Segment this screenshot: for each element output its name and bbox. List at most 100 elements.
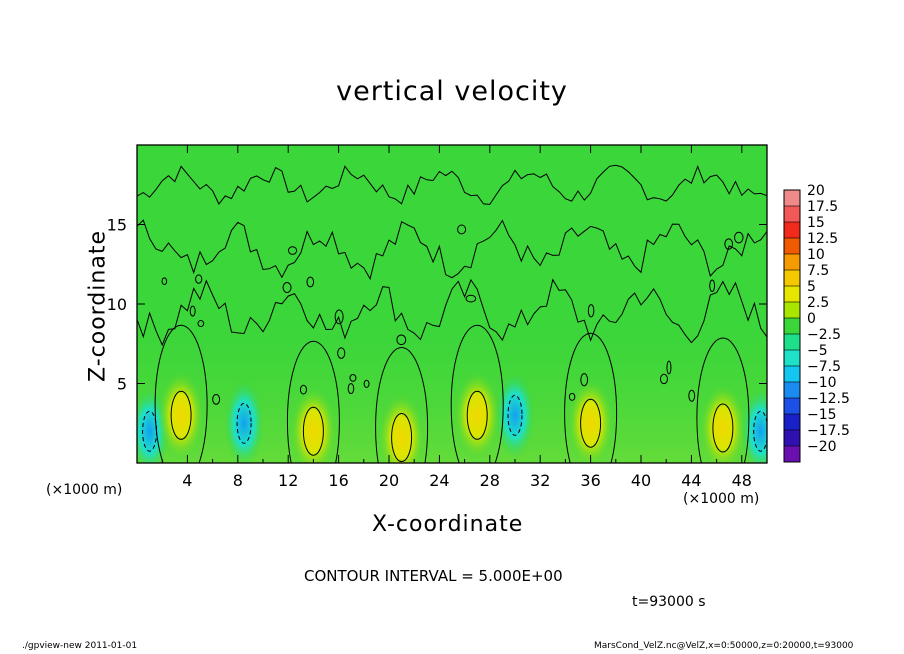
colorbar: 2017.51512.5107.552.50−2.5−5−7.5−10−12.5… <box>783 183 850 463</box>
colorbar-swatch <box>784 446 800 462</box>
x-tick-label: 4 <box>182 471 192 490</box>
small-contour <box>306 276 315 288</box>
colorbar-label: 15 <box>807 215 825 231</box>
colorbar-swatch <box>784 270 800 286</box>
small-contour <box>363 379 370 388</box>
small-contour <box>287 246 298 255</box>
x-unit-label-left: (×1000 m) <box>46 482 123 498</box>
updraft-contour <box>580 398 602 448</box>
x-tick-label: 20 <box>379 471 399 490</box>
updraft-contour <box>391 413 413 463</box>
updraft-contour <box>466 390 488 440</box>
x-tick-label: 48 <box>732 471 752 490</box>
colorbar-label: 10 <box>807 247 825 263</box>
colorbar-label: 7.5 <box>807 263 829 279</box>
colorbar-swatch <box>784 222 800 238</box>
updraft-contour <box>302 406 324 456</box>
small-contour <box>197 320 205 328</box>
small-contour <box>659 373 668 385</box>
small-contour <box>587 304 595 318</box>
colorbar-swatch <box>784 334 800 350</box>
colorbar-swatch <box>784 286 800 302</box>
zero-contour <box>286 340 340 463</box>
downdraft-contour <box>507 394 523 436</box>
colorbar-swatch <box>784 430 800 446</box>
colorbar-swatch <box>784 414 800 430</box>
x-tick-label: 36 <box>580 471 600 490</box>
y-tick-label: 5 <box>117 375 127 394</box>
colorbar-swatch <box>784 238 800 254</box>
small-contour <box>724 238 734 250</box>
contour-layer <box>137 164 767 463</box>
colorbar-label: 0 <box>807 311 816 327</box>
small-contour <box>212 394 221 405</box>
colorbar-label: −5 <box>807 343 828 359</box>
updraft-cell <box>453 369 502 462</box>
x-tick-label: 44 <box>681 471 701 490</box>
colorbar-label: −12.5 <box>807 391 850 407</box>
updraft-contour <box>170 390 192 440</box>
small-contour <box>396 334 407 346</box>
zero-contour-line <box>137 278 767 347</box>
small-contour <box>189 305 196 317</box>
x-tick-label: 40 <box>631 471 651 490</box>
x-tick-label: 32 <box>530 471 550 490</box>
downdraft-contour <box>142 410 158 452</box>
colorbar-swatch <box>784 318 800 334</box>
colorbar-swatch <box>784 350 800 366</box>
x-unit-label-right: (×1000 m) <box>683 491 760 507</box>
x-tick-label: 28 <box>480 471 500 490</box>
small-contour <box>282 282 292 293</box>
colorbar-swatch <box>784 254 800 270</box>
small-contour <box>161 277 168 286</box>
colorbar-label: −20 <box>807 439 837 455</box>
y-tick-label: 10 <box>107 295 127 314</box>
downdraft-contour <box>236 402 252 444</box>
colorbar-swatch <box>784 366 800 382</box>
zero-contour-line <box>137 219 767 281</box>
updraft-cell <box>698 382 747 463</box>
small-contour <box>465 294 477 303</box>
zero-contour-line <box>137 164 767 205</box>
updraft-cell <box>566 377 615 463</box>
small-contour <box>195 274 203 284</box>
downdraft-cell <box>495 371 535 460</box>
zero-contour <box>564 332 618 463</box>
small-contour <box>337 347 346 359</box>
colorbar-label: 20 <box>807 183 825 199</box>
small-contour <box>666 360 672 375</box>
colorbar-label: −10 <box>807 375 837 391</box>
small-contour <box>568 392 576 401</box>
plot-area <box>136 144 768 464</box>
colorbar-label: −17.5 <box>807 423 850 439</box>
small-contour <box>349 373 357 382</box>
colorbar-swatch <box>784 206 800 222</box>
time-label: t=93000 s <box>632 594 706 610</box>
contour-interval-text: CONTOUR INTERVAL = 5.000E+00 <box>304 567 563 585</box>
zero-contour <box>154 324 208 463</box>
updraft-cell <box>157 369 206 462</box>
downdraft-contour <box>753 410 767 452</box>
y-tick-label: 15 <box>107 216 127 235</box>
updraft-contour <box>712 403 734 453</box>
updraft-cell <box>377 391 426 463</box>
chart-title: vertical velocity <box>336 76 568 107</box>
x-tick-label: 12 <box>278 471 298 490</box>
colorbar-swatch <box>784 302 800 318</box>
x-tick-label: 16 <box>328 471 348 490</box>
footer-file-info: MarsCond_VelZ.nc@VelZ,x=0:50000,z=0:2000… <box>594 641 854 651</box>
updraft-cell <box>289 385 338 463</box>
downdraft-cell <box>224 379 265 463</box>
zero-contour <box>375 347 429 463</box>
y-axis-label: Z-coordinate <box>85 230 111 382</box>
colorbar-label: 12.5 <box>807 231 838 247</box>
small-contour <box>709 279 716 292</box>
zero-contour <box>696 337 750 463</box>
small-contour <box>688 389 696 402</box>
colorbar-label: −2.5 <box>807 327 841 343</box>
small-contour <box>299 384 308 395</box>
colorbar-label: 5 <box>807 279 816 295</box>
x-tick-label: 24 <box>429 471 449 490</box>
